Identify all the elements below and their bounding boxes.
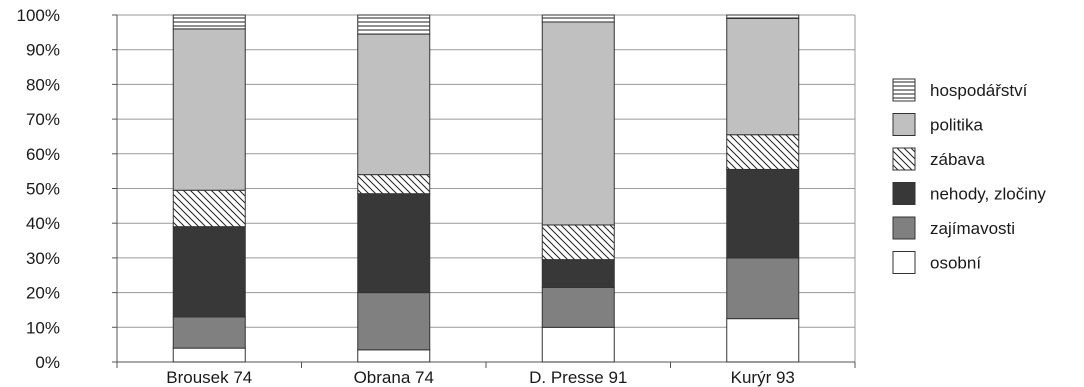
legend: hospodářství politika zábava nehody, zločin… <box>892 78 1046 274</box>
y-tick-label: 90% <box>26 41 60 60</box>
bar-segment-z-bava <box>726 134 800 170</box>
y-tick-label: 30% <box>26 249 60 268</box>
y-tick-label: 20% <box>26 284 60 303</box>
y-axis: 0% 10% 20% 30% 40% 50% 60% 70% 80% 90% 100% <box>17 6 118 372</box>
y-tick-label: 10% <box>26 318 60 337</box>
legend-swatch <box>892 113 916 136</box>
bar-segment-z-bava <box>357 174 431 195</box>
bar-segment-nehody-zlo-iny <box>172 226 246 318</box>
y-tick-label: 50% <box>26 180 60 199</box>
bars <box>172 14 800 363</box>
legend-swatch <box>892 182 916 205</box>
bar-segment-zaj-mavosti <box>357 292 431 351</box>
bar-segment-politika <box>541 21 615 226</box>
bar-segment-nehody-zlo-iny <box>541 259 615 288</box>
bar-segment-zaj-mavosti <box>726 257 800 320</box>
bar-segment-osobn- <box>541 326 615 363</box>
legend-swatch <box>892 78 916 102</box>
y-tick-label: 60% <box>26 145 60 164</box>
legend-label: osobní <box>930 254 981 273</box>
legend-label: nehody, zločiny <box>930 185 1046 204</box>
bar-segment-politika <box>357 33 431 176</box>
bar-segment-z-bava <box>541 224 615 261</box>
bar-segment-zaj-mavosti <box>541 286 615 328</box>
bar-segment-hospod-stv- <box>172 14 246 30</box>
x-axis: Brousek 74 Obrana 74 D. Presse 91 Kurýr 93 <box>116 361 856 387</box>
y-tick-label: 70% <box>26 110 60 129</box>
bar-segment-politika <box>726 17 800 136</box>
bar-segment-z-bava <box>172 189 246 228</box>
bar-segment-politika <box>172 28 246 191</box>
bar-segment-osobn- <box>357 349 431 363</box>
legend-label: politika <box>930 116 983 135</box>
bar-segment-nehody-zlo-iny <box>357 193 431 294</box>
bar-segment-osobn- <box>726 318 800 363</box>
bar-segment-nehody-zlo-iny <box>726 168 800 259</box>
legend-label: zábava <box>930 150 985 169</box>
y-tick-label: 80% <box>26 75 60 94</box>
bar-segment-hospod-stv- <box>541 14 615 23</box>
legend-label: zajímavosti <box>930 219 1015 238</box>
x-tick-label: Obrana 74 <box>354 368 434 387</box>
legend-swatch <box>892 147 916 171</box>
legend-swatch <box>892 216 916 240</box>
legend-label: hospodářství <box>930 81 1028 100</box>
x-tick-label: Brousek 74 <box>166 368 252 387</box>
y-tick-label: 100% <box>17 6 60 25</box>
bar-segment-hospod-stv- <box>357 14 431 35</box>
x-tick-label: D. Presse 91 <box>529 368 627 387</box>
legend-swatch <box>892 251 916 274</box>
y-tick-label: 40% <box>26 214 60 233</box>
y-tick-label: 0% <box>35 353 60 372</box>
x-tick-label: Kurýr 93 <box>731 368 795 387</box>
bar-segment-osobn- <box>172 347 246 363</box>
bar-segment-zaj-mavosti <box>172 316 246 349</box>
bar-segment-hospod-stv- <box>726 14 800 19</box>
